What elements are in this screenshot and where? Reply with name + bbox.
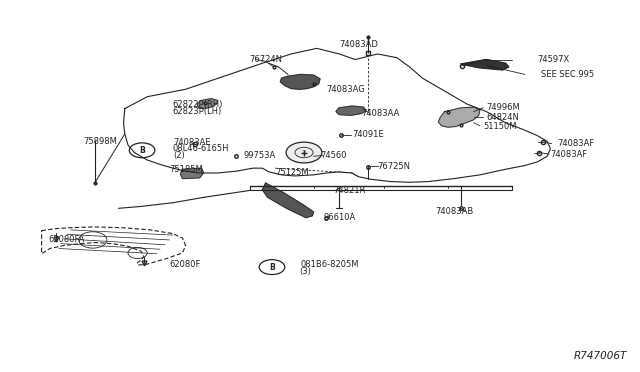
- Text: 74083AE: 74083AE: [173, 138, 211, 147]
- Text: 51150M: 51150M: [483, 122, 516, 131]
- Polygon shape: [336, 106, 366, 115]
- Text: 74083AG: 74083AG: [326, 85, 365, 94]
- Text: (2): (2): [173, 151, 184, 160]
- Text: B: B: [140, 146, 145, 155]
- Text: 081B6-8205M: 081B6-8205M: [301, 260, 359, 269]
- Text: 76725N: 76725N: [378, 162, 411, 171]
- Text: 76724N: 76724N: [250, 55, 283, 64]
- Text: 2: 2: [302, 150, 306, 155]
- Text: 62822P(RH): 62822P(RH): [173, 100, 223, 109]
- Text: 74083AD: 74083AD: [339, 40, 378, 49]
- Text: 62080F: 62080F: [170, 260, 201, 269]
- Text: 74821R: 74821R: [333, 186, 365, 195]
- Text: 74560: 74560: [320, 151, 346, 160]
- Text: 74091E: 74091E: [352, 130, 383, 139]
- Text: 08L46-6165H: 08L46-6165H: [173, 144, 229, 153]
- Text: 75898M: 75898M: [83, 137, 117, 146]
- Text: R747006T: R747006T: [574, 352, 627, 361]
- Text: 74597X: 74597X: [538, 55, 570, 64]
- Text: 74083AA: 74083AA: [362, 109, 400, 118]
- Text: 96610A: 96610A: [323, 213, 355, 222]
- Polygon shape: [438, 107, 480, 127]
- Text: 62823P(LH): 62823P(LH): [173, 107, 222, 116]
- Text: B: B: [269, 263, 275, 272]
- Text: 74996M: 74996M: [486, 103, 520, 112]
- Text: 74083AF: 74083AF: [550, 150, 588, 159]
- Polygon shape: [180, 168, 204, 179]
- Polygon shape: [280, 74, 320, 89]
- Circle shape: [286, 142, 322, 163]
- Text: 75185M: 75185M: [170, 165, 204, 174]
- Text: (3): (3): [299, 267, 311, 276]
- Text: 62080FA: 62080FA: [48, 235, 84, 244]
- Text: 74083AB: 74083AB: [435, 207, 474, 216]
- Text: 75125M: 75125M: [275, 169, 309, 177]
- Text: 74083AF: 74083AF: [557, 140, 594, 148]
- Text: 99753A: 99753A: [243, 151, 275, 160]
- Text: 64824N: 64824N: [486, 113, 519, 122]
- Text: SEE SEC.995: SEE SEC.995: [541, 70, 594, 79]
- Polygon shape: [461, 60, 509, 70]
- Polygon shape: [262, 183, 314, 218]
- Polygon shape: [197, 99, 218, 109]
